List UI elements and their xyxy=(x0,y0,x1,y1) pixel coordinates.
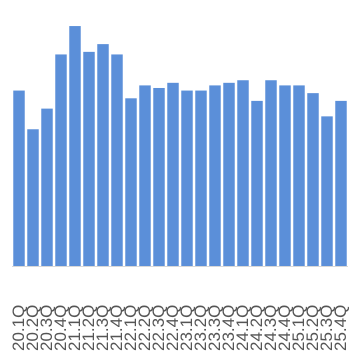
x-tick-label: 25.2Q xyxy=(303,305,322,351)
x-tick-label: 25.3Q xyxy=(317,305,336,351)
bar-22.2Q xyxy=(139,85,151,267)
x-tick-label: 20.2Q xyxy=(23,305,42,351)
x-tick-label: 22.1Q xyxy=(121,305,140,351)
x-tick-label: 21.4Q xyxy=(107,305,126,351)
bar-25.4Q xyxy=(335,100,347,266)
x-tick-label: 23.3Q xyxy=(205,305,224,351)
bar-21.2Q xyxy=(83,51,95,266)
bar-21.4Q xyxy=(111,54,123,266)
bar-23.4Q xyxy=(223,82,235,266)
bar-20.4Q xyxy=(55,54,67,266)
bar-25.2Q xyxy=(307,93,319,266)
bar-20.1Q xyxy=(13,90,25,266)
x-tick-label: 21.3Q xyxy=(93,305,112,351)
x-tick-label: 23.4Q xyxy=(219,305,238,351)
bar-20.3Q xyxy=(41,108,53,267)
bar-24.4Q xyxy=(279,85,291,267)
x-tick-label: 24.1Q xyxy=(233,305,252,351)
bar-25.1Q xyxy=(293,85,305,267)
x-tick-label: 20.1Q xyxy=(9,305,28,351)
x-tick-labels: 20.1Q20.2Q20.3Q20.4Q21.1Q21.2Q21.3Q21.4Q… xyxy=(9,305,350,351)
bar-24.3Q xyxy=(265,80,277,267)
bar-22.4Q xyxy=(167,82,179,266)
x-tick-label: 24.2Q xyxy=(247,305,266,351)
bar-21.1Q xyxy=(69,26,81,267)
bar-23.1Q xyxy=(181,90,193,266)
bar-25.3Q xyxy=(321,116,333,266)
bars-layer xyxy=(13,26,347,267)
bar-20.2Q xyxy=(27,129,39,266)
x-tick-label: 23.1Q xyxy=(177,305,196,351)
bar-24.2Q xyxy=(251,100,263,266)
x-tick-label: 22.3Q xyxy=(149,305,168,351)
x-tick-label: 25.1Q xyxy=(289,305,308,351)
x-tick-label: 23.2Q xyxy=(191,305,210,351)
bar-22.3Q xyxy=(153,87,165,266)
x-tick-label: 20.4Q xyxy=(51,305,70,351)
bar-23.2Q xyxy=(195,90,207,266)
x-tick-label: 24.3Q xyxy=(261,305,280,351)
x-tick-label: 24.4Q xyxy=(275,305,294,351)
x-tick-label: 20.3Q xyxy=(37,305,56,351)
bar-21.3Q xyxy=(97,44,109,267)
bar-22.1Q xyxy=(125,98,137,266)
x-tick-label: 25.4Q xyxy=(331,305,350,351)
x-tick-label: 22.4Q xyxy=(163,305,182,351)
x-tick-label: 21.2Q xyxy=(79,305,98,351)
bar-24.1Q xyxy=(237,80,249,267)
bar-23.3Q xyxy=(209,85,221,267)
x-tick-label: 22.2Q xyxy=(135,305,154,351)
x-tick-label: 21.1Q xyxy=(65,305,84,351)
